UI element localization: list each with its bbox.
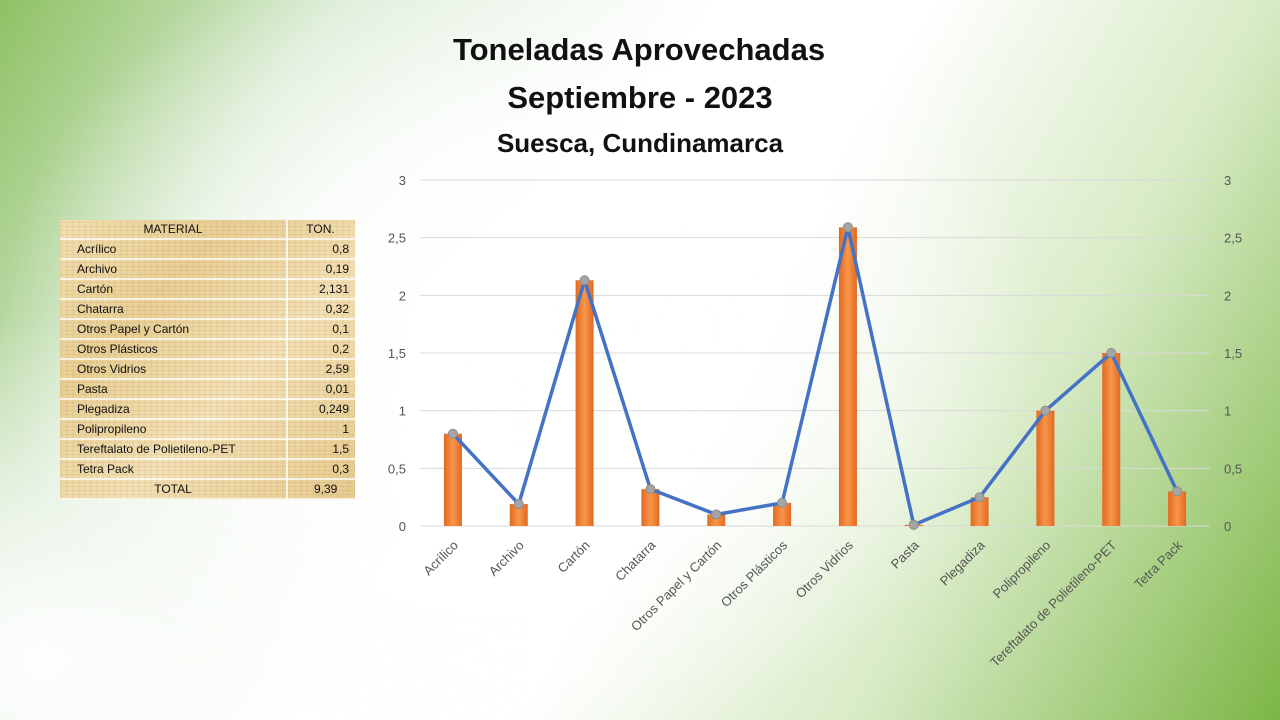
chart-subtitle-location: Suesca, Cundinamarca [496, 128, 784, 158]
total-value: 9,39 [287, 479, 355, 500]
y-tick-label: 2 [399, 288, 406, 303]
table-row: Pasta 0,01 [60, 379, 355, 400]
line-point [1040, 405, 1051, 416]
table-row: Chatarra 0,32 [60, 299, 355, 320]
line-point [447, 428, 458, 439]
bar [509, 504, 528, 526]
y-tick-label: 0 [399, 519, 406, 534]
bar [641, 489, 660, 526]
secondary-y-tick-label: 1,5 [1224, 346, 1242, 361]
material-name: Pasta [60, 379, 288, 400]
material-tons: 0,19 [287, 259, 355, 280]
x-tick-label: Polipropileno [990, 538, 1054, 602]
secondary-y-tick-label: 0,5 [1224, 461, 1242, 476]
bar [970, 497, 989, 526]
y-tick-label: 0,5 [388, 461, 406, 476]
materials-table: MATERIAL TON. Acrílico 0,8 Archivo 0,19 Cart… [60, 220, 355, 500]
bar [1036, 410, 1055, 526]
x-tick-label: Tetra Pack [1131, 537, 1185, 591]
y-tick-label: 1 [399, 404, 406, 419]
x-tick-label: Otros Vidrios [792, 537, 856, 601]
x-tick-label: Pasta [888, 537, 923, 572]
line-point [645, 484, 656, 495]
bar [1102, 353, 1121, 526]
total-label: TOTAL [60, 479, 288, 500]
secondary-y-tick-label: 0 [1224, 519, 1231, 534]
secondary-y-tick-label: 3 [1224, 173, 1231, 188]
material-name: Acrílico [60, 239, 288, 260]
chart-subtitle-period: Septiembre - 2023 [507, 80, 773, 115]
x-tick-label: Cartón [554, 538, 592, 576]
line-point [842, 222, 853, 233]
bar [707, 514, 726, 526]
line-point [513, 499, 524, 510]
material-name: Archivo [60, 259, 288, 280]
header-material: MATERIAL [60, 220, 288, 240]
material-tons: 1,5 [287, 439, 355, 460]
line-point [908, 519, 919, 530]
bar [838, 227, 857, 526]
line-point [777, 497, 788, 508]
x-tick-label: Otros Plásticos [718, 537, 791, 610]
header-ton: TON. [287, 220, 355, 240]
line-point [1172, 486, 1183, 497]
bar [575, 280, 594, 526]
table-row: Polipropileno 1 [60, 419, 355, 440]
material-tons: 0,249 [287, 399, 355, 420]
bar [1168, 491, 1187, 526]
material-name: Otros Plásticos [60, 339, 288, 360]
table-row: Tereftalato de Polietileno-PET 1,5 [60, 439, 355, 460]
material-name: Otros Vidrios [60, 359, 288, 380]
x-tick-label: Plegadiza [937, 537, 989, 589]
material-tons: 0,2 [287, 339, 355, 360]
line-point [1106, 348, 1117, 358]
x-tick-label: Acrílico [420, 538, 461, 579]
table-row: Plegadiza 0,249 [60, 399, 355, 420]
table-total-row: TOTAL 9,39 [60, 479, 355, 500]
table-row: Otros Plásticos 0,2 [60, 339, 355, 360]
material-tons: 2,131 [287, 279, 355, 300]
table-row: Otros Papel y Cartón 0,1 [60, 319, 355, 340]
secondary-y-tick-label: 2,5 [1224, 231, 1242, 246]
material-tons: 0,01 [287, 379, 355, 400]
material-tons: 0,32 [287, 299, 355, 320]
table-row: Otros Vidrios 2,59 [60, 359, 355, 380]
y-tick-label: 3 [399, 173, 406, 188]
table-row: Tetra Pack 0,3 [60, 459, 355, 480]
material-name: Otros Papel y Cartón [60, 319, 288, 340]
material-name: Plegadiza [60, 399, 288, 420]
x-tick-label: Archivo [486, 538, 527, 579]
chart-title: Toneladas Aprovechadas [452, 32, 826, 67]
secondary-y-tick-label: 2 [1224, 288, 1231, 303]
table-row: Cartón 2,131 [60, 279, 355, 300]
bar [773, 502, 792, 526]
material-name: Polipropileno [60, 419, 288, 440]
y-tick-label: 2,5 [388, 231, 406, 246]
material-name: Cartón [60, 279, 288, 300]
table-row: Acrílico 0,8 [60, 239, 355, 260]
secondary-y-tick-label: 1 [1224, 404, 1231, 419]
line-point [711, 509, 722, 520]
table-row: Archivo 0,19 [60, 259, 355, 280]
table-header-row: MATERIAL TON. [60, 220, 355, 240]
material-name: Tetra Pack [60, 459, 288, 480]
x-tick-label: Chatarra [612, 537, 659, 584]
x-tick-label: Tereftalato de Polietileno-PET [987, 537, 1119, 669]
material-tons: 0,1 [287, 319, 355, 340]
material-name: Chatarra [60, 299, 288, 320]
material-name: Tereftalato de Polietileno-PET [60, 439, 288, 460]
line-point [579, 275, 590, 286]
series-line [451, 225, 1179, 527]
material-tons: 0,3 [287, 459, 355, 480]
bar [443, 433, 462, 526]
y-tick-label: 1,5 [388, 346, 406, 361]
line-point [974, 492, 985, 503]
material-tons: 1 [287, 419, 355, 440]
material-tons: 2,59 [287, 359, 355, 380]
material-tons: 0,8 [287, 239, 355, 260]
